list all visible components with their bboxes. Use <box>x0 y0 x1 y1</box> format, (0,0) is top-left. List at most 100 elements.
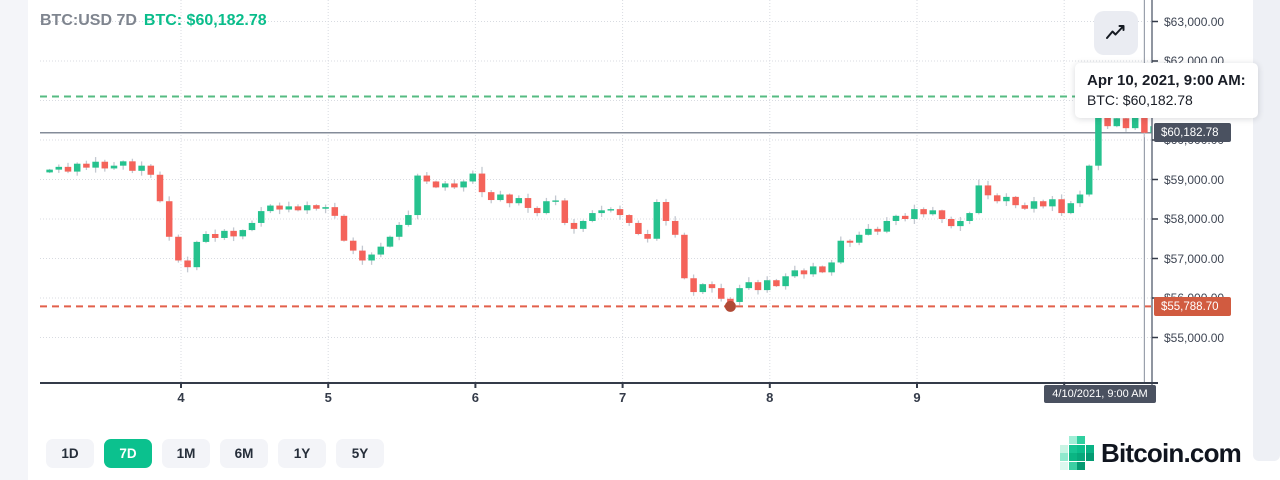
range-button-1y[interactable]: 1Y <box>278 439 326 468</box>
candle <box>589 213 596 221</box>
candle <box>736 288 743 302</box>
range-button-1d[interactable]: 1D <box>46 439 94 468</box>
candle <box>975 185 983 214</box>
candle <box>276 205 283 210</box>
candle <box>73 163 81 172</box>
bitcoin-com-logo[interactable]: Bitcoin.com <box>1060 436 1242 470</box>
candle <box>165 201 173 237</box>
y-axis-label: $57,000.00 <box>1164 251 1225 266</box>
x-axis-label: 8 <box>766 390 774 405</box>
candle <box>331 207 339 216</box>
candle <box>883 220 891 232</box>
candle <box>294 206 302 211</box>
candle <box>929 210 937 215</box>
candle <box>313 205 320 209</box>
candle <box>92 161 99 168</box>
candle <box>1076 194 1084 204</box>
range-button-6m[interactable]: 6M <box>220 439 268 468</box>
candle <box>478 173 486 193</box>
candle <box>1104 114 1111 127</box>
x-axis-label: 7 <box>618 390 627 405</box>
x-axis-label: 6 <box>471 390 480 405</box>
candle <box>1003 196 1010 202</box>
candle <box>625 215 633 223</box>
tooltip-price: BTC: $60,182.78 <box>1087 91 1193 108</box>
candle <box>524 198 532 208</box>
candle <box>901 215 909 219</box>
tooltip-date: Apr 10, 2021, 9:00 AM: <box>1087 72 1246 89</box>
candle <box>819 266 826 273</box>
candle <box>267 205 274 212</box>
range-button-7d[interactable]: 7D <box>104 439 152 468</box>
bitcoin-com-logo-text: Bitcoin.com <box>1101 437 1242 468</box>
candle <box>920 209 927 215</box>
candle <box>1012 196 1019 206</box>
candle <box>846 240 854 243</box>
candle <box>1095 114 1102 166</box>
candle <box>230 230 237 237</box>
candle <box>129 161 136 171</box>
candle <box>773 280 780 287</box>
candle <box>248 222 256 231</box>
candle <box>598 210 605 214</box>
candle <box>791 270 799 277</box>
candle <box>699 284 707 293</box>
candle <box>653 202 661 239</box>
candle <box>405 215 412 225</box>
candle <box>543 201 550 214</box>
candle <box>469 173 477 182</box>
candle <box>1122 118 1130 129</box>
candle <box>239 230 247 237</box>
candle <box>110 165 118 169</box>
candle <box>414 175 421 216</box>
candle <box>727 298 734 302</box>
candle <box>497 194 504 201</box>
candle <box>1067 203 1075 214</box>
range-button-1m[interactable]: 1M <box>162 439 210 468</box>
line-chart-icon <box>1106 25 1125 39</box>
candle <box>441 183 449 188</box>
candle <box>635 222 642 235</box>
candle <box>993 195 1001 202</box>
x-axis-label: 5 <box>324 390 332 405</box>
candle <box>837 240 845 263</box>
x-axis-label: 9 <box>913 390 921 405</box>
candle <box>644 234 651 239</box>
time-axis[interactable]: 4 5 6 7 8 9 <box>0 0 1200 420</box>
range-button-5y[interactable]: 5Y <box>336 439 384 468</box>
candle <box>1150 126 1152 133</box>
candle <box>616 209 624 216</box>
candle <box>451 183 458 188</box>
candle <box>874 228 881 232</box>
candle <box>1021 205 1029 209</box>
candle <box>64 166 72 172</box>
candle <box>911 209 918 219</box>
candle <box>1085 165 1093 195</box>
candle <box>221 230 228 238</box>
candle <box>460 181 467 188</box>
candle <box>708 284 716 289</box>
candle <box>138 165 145 171</box>
chart-type-button[interactable] <box>1094 11 1138 55</box>
candle <box>1030 201 1038 209</box>
candle <box>938 210 946 219</box>
chart-header: BTC:USD 7D BTC: $60,182.78 <box>40 12 267 30</box>
chart-tooltip: Apr 10, 2021, 9:00 AM: BTC: $60,182.78 <box>1075 63 1258 119</box>
candle <box>83 163 90 168</box>
candle <box>303 205 311 211</box>
candle <box>101 161 109 169</box>
candle <box>359 250 366 261</box>
candle <box>957 220 964 227</box>
candle <box>395 224 403 237</box>
low-price-axis-badge: $55,788.70 <box>1154 297 1231 316</box>
candle <box>865 228 872 235</box>
candle <box>432 181 440 188</box>
candle <box>690 278 697 293</box>
candle <box>349 240 357 251</box>
candle <box>1113 118 1121 127</box>
candle <box>561 200 569 223</box>
candle <box>552 200 559 202</box>
candle <box>579 220 587 229</box>
